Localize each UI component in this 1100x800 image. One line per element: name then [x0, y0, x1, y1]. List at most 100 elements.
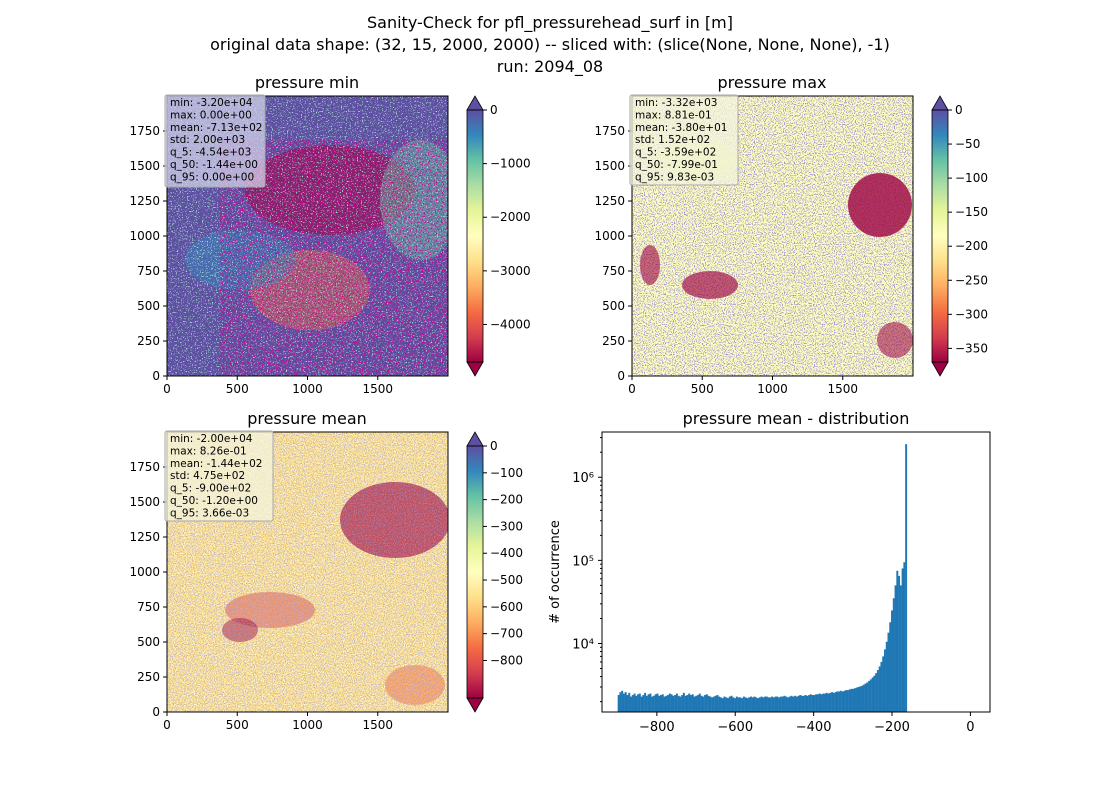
- histogram-bar: [649, 693, 652, 712]
- histogram-bar: [861, 685, 864, 712]
- stats-line: q_50: -7.99e-01: [635, 159, 718, 171]
- stats-line: std: 2.00e+03: [170, 134, 245, 146]
- histogram-bar: [839, 690, 842, 712]
- histogram-bar: [838, 691, 841, 712]
- histogram-bar: [688, 693, 691, 712]
- histogram-bar: [841, 691, 844, 712]
- colorbar-tick-label: −350: [955, 341, 988, 355]
- stats-line: mean: -7.13e+02: [170, 122, 262, 134]
- y-tick-label: 10⁶: [572, 471, 594, 486]
- histogram-bar: [732, 697, 735, 712]
- histogram-bar: [617, 695, 620, 712]
- histogram-bar: [712, 696, 715, 712]
- x-axis: 0 500 1000 1500: [163, 712, 393, 732]
- histogram-bar: [850, 688, 853, 712]
- histogram-bar: [848, 689, 851, 712]
- x-tick-label: 0: [966, 720, 974, 735]
- panel-title: pressure mean: [247, 409, 367, 428]
- histogram-bar: [637, 694, 640, 712]
- y-tick-label: 250: [602, 334, 625, 348]
- histogram-bar: [721, 698, 724, 712]
- histogram-bar: [852, 688, 855, 712]
- histogram-bar: [771, 696, 774, 712]
- stats-line: q_95: 9.83e-03: [635, 171, 714, 183]
- x-tick-label: −400: [796, 720, 832, 735]
- colorbar-tick-label: −250: [955, 273, 988, 287]
- histogram-bar: [859, 686, 862, 712]
- histogram-bar: [624, 692, 627, 712]
- histogram-bar: [822, 693, 825, 712]
- histogram-bar: [668, 693, 671, 712]
- histogram-bar: [866, 682, 869, 712]
- histogram-bar: [794, 695, 797, 712]
- histogram-bar: [804, 695, 807, 712]
- colorbar-tick-label: −300: [490, 519, 523, 533]
- histogram-bar: [878, 666, 881, 712]
- x-axis: 0 500 1000 1500: [628, 376, 858, 396]
- histogram-bar: [767, 697, 770, 712]
- y-tick-label: 1250: [129, 530, 160, 544]
- histogram-bar: [892, 598, 895, 712]
- histogram-bar: [640, 696, 643, 712]
- histogram-bar: [760, 696, 763, 712]
- histogram-bar: [709, 696, 712, 712]
- histogram-bar: [631, 695, 634, 712]
- histogram-bar: [901, 568, 904, 712]
- stats-line: max: 8.26e-01: [170, 445, 247, 457]
- histogram-bar: [795, 696, 798, 712]
- histogram-bar: [749, 696, 752, 712]
- histogram-bar: [714, 695, 717, 712]
- histogram-bar: [633, 693, 636, 712]
- histogram-bar: [765, 696, 768, 712]
- histogram-bar: [695, 695, 698, 712]
- histogram-bar: [718, 696, 721, 712]
- y-tick-label: 1500: [129, 159, 160, 173]
- histogram-bar: [785, 696, 788, 712]
- histogram-bar: [781, 696, 784, 712]
- stats-line: mean: -3.80e+01: [635, 122, 727, 134]
- stats-text: min: -2.00e+04 max: 8.26e-01 mean: -1.44e+…: [170, 433, 262, 519]
- histogram-bar: [896, 570, 899, 712]
- histogram-bar: [728, 696, 731, 712]
- histogram-bar: [645, 695, 648, 712]
- y-tick-label: 1750: [129, 460, 160, 474]
- histogram-bar: [862, 684, 865, 712]
- histogram-bar: [855, 687, 858, 712]
- x-tick-label: 1500: [827, 382, 858, 396]
- histogram-bar: [734, 698, 737, 712]
- histogram-bar: [679, 696, 682, 712]
- histogram-bar: [820, 694, 823, 712]
- colorbar-extend-max: [931, 95, 949, 111]
- histogram-bar: [808, 695, 811, 712]
- histogram-bar: [831, 692, 834, 712]
- histogram-bar: [622, 693, 625, 712]
- histogram-bar: [832, 692, 835, 712]
- y-tick-label: 1000: [129, 229, 160, 243]
- histogram-bar: [885, 641, 888, 712]
- histogram-bar: [857, 686, 860, 712]
- panel-pressure-min: pressure min 0 500 1000 1500 0 250 500 750 1000…: [129, 73, 530, 396]
- histogram-bar: [774, 696, 777, 712]
- panel-pressure-mean: pressure mean 0 500 1000 1500 0 250 500 750 100…: [129, 409, 523, 732]
- histogram-bar: [846, 690, 849, 712]
- panel-title: pressure max: [717, 73, 826, 92]
- histogram-bar: [786, 697, 789, 712]
- colorbar-tick-label: −500: [490, 573, 523, 587]
- x-tick-label: 1500: [362, 382, 393, 396]
- y-axis: 0 250 500 750 1000 1250 1500 1750: [594, 124, 632, 383]
- histogram-bar: [905, 444, 908, 712]
- histogram-bar: [836, 691, 839, 712]
- histogram-bar: [675, 693, 678, 712]
- histogram-bar: [801, 695, 804, 712]
- histogram-bar: [698, 693, 701, 712]
- y-tick-label: 1750: [129, 124, 160, 138]
- stats-line: q_5: -4.54e+03: [170, 147, 251, 159]
- histogram-bar: [788, 696, 791, 712]
- histogram-bar: [779, 696, 782, 712]
- stats-line: max: 8.81e-01: [635, 109, 712, 121]
- colorbar-extend-min: [931, 361, 949, 377]
- colorbar-tick-label: −100: [955, 171, 988, 185]
- histogram-bar: [702, 696, 705, 712]
- histogram-bar: [647, 694, 650, 712]
- histogram-bar: [827, 693, 830, 712]
